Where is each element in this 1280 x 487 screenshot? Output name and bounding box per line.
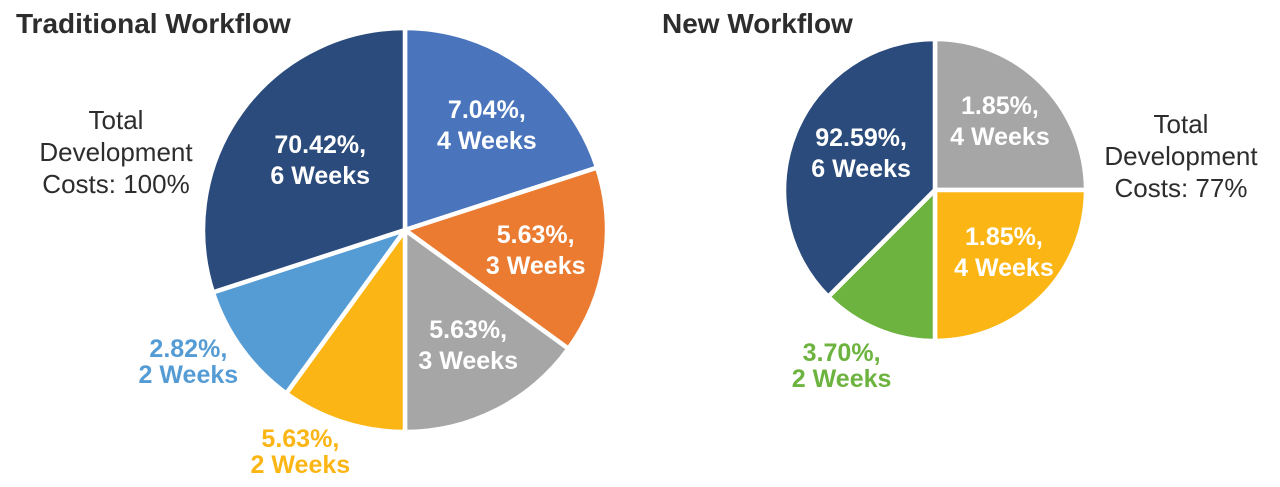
slice-label-3-weeks-gray: 5.63%, 3 Weeks — [418, 316, 518, 376]
pie-slice-2-weeks-light-blue — [210, 227, 408, 396]
chart-title-new-workflow: New Workflow — [662, 8, 853, 39]
chart-title-traditional-workflow: Traditional Workflow — [16, 8, 291, 39]
slice-label-3-weeks-orange: 5.63%, 3 Weeks — [485, 221, 586, 281]
slice-label-4-weeks-medium-blue: 7.04%, 4 Weeks — [437, 96, 537, 156]
pie-slice-4-weeks-medium-blue — [402, 25, 600, 233]
slice-label-2-weeks-green: 3.70%, 2 Weeks — [791, 339, 892, 393]
pie-slice-4-weeks-yellow — [932, 187, 1089, 344]
slice-label-2-weeks-light-blue: 2.82%, 2 Weeks — [138, 334, 239, 389]
pie-slice-2-weeks-green — [825, 187, 938, 344]
total-development-costs-label-right: Total Development Costs: 77% — [1104, 109, 1258, 203]
total-development-costs-label-left: Total Development Costs: 100% — [39, 105, 193, 199]
slice-label-4-weeks-gray: 1.85%, 4 Weeks — [950, 92, 1050, 152]
slice-label-6-weeks-dark-blue: 92.59%, 6 Weeks — [811, 124, 911, 184]
pie-slice-4-weeks-gray — [932, 36, 1089, 193]
pie-slice-3-weeks-orange — [402, 165, 610, 351]
slice-label-6-weeks-dark-blue: 70.42%, 6 Weeks — [270, 131, 371, 191]
slice-label-2-weeks-yellow: 5.63%, 2 Weeks — [250, 424, 351, 479]
pie-slice-3-weeks-gray — [402, 227, 571, 435]
pie-slice-6-weeks-dark-blue — [200, 25, 408, 295]
pie-new-workflow — [781, 36, 1089, 344]
slice-label-4-weeks-yellow: 1.85%, 4 Weeks — [954, 222, 1054, 282]
pie-slice-6-weeks-dark-blue — [781, 36, 938, 300]
pie-traditional-workflow — [200, 25, 610, 435]
pie-slice-2-weeks-yellow — [284, 227, 408, 435]
